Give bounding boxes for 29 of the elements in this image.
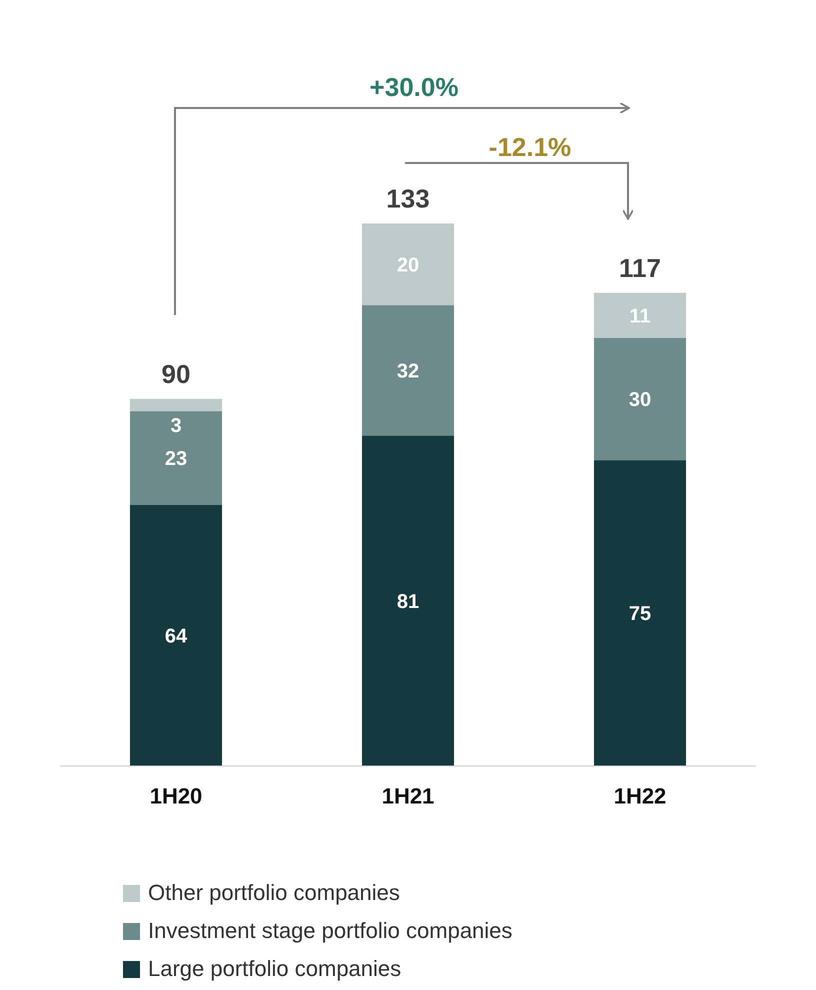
bar (130, 504, 222, 766)
data-label: 75 (628, 603, 652, 626)
bar (362, 224, 454, 306)
text: +30.0% (370, 72, 458, 102)
bar (130, 411, 222, 505)
data-label: 32 (396, 360, 420, 382)
x-tick-label: 1H20 (150, 784, 202, 809)
legend-label: Other portfolio companies (148, 880, 400, 906)
x-tick-label: 1H21 (382, 784, 434, 809)
data-label: 30 (628, 388, 652, 411)
legend-label: Large portfolio companies (148, 956, 402, 982)
data-label: 81 (396, 590, 420, 613)
data-label: 3 (170, 415, 182, 438)
data-label: 23 (164, 448, 188, 470)
total-label: 117 (619, 252, 661, 283)
data-label: 20 (396, 254, 420, 276)
data-label: 11 (629, 305, 651, 328)
total-label: 90 (162, 358, 190, 389)
data-label: 64 (164, 625, 188, 648)
bar (594, 460, 686, 766)
bar (594, 292, 686, 338)
bar (362, 436, 454, 766)
bar (594, 338, 686, 460)
bar (362, 305, 454, 436)
text: -12.1% (488, 132, 572, 162)
total-label: 133 (386, 184, 430, 214)
x-tick-label: 1H22 (614, 784, 666, 809)
bar (130, 398, 222, 412)
legend-label: Investment stage portfolio companies (148, 918, 512, 944)
